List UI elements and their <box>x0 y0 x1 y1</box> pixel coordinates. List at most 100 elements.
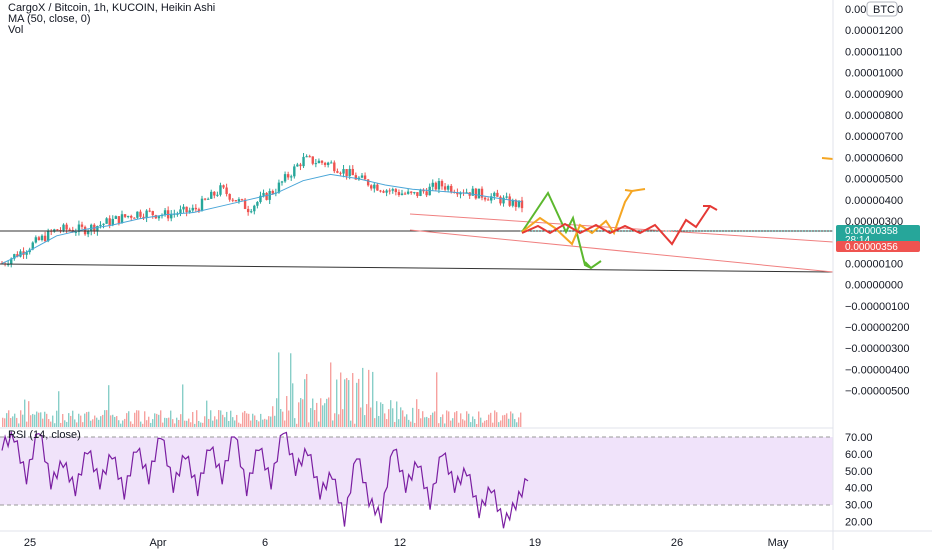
volume-bar <box>292 383 294 427</box>
candle <box>265 192 268 201</box>
candle <box>311 156 314 166</box>
candle <box>259 191 262 204</box>
volume-bar <box>28 401 30 427</box>
candle <box>160 213 164 219</box>
volume-bar <box>506 413 508 427</box>
volume-bar <box>284 420 286 427</box>
volume-bar <box>300 398 302 427</box>
volume-bar <box>334 413 336 427</box>
volume-bar <box>444 423 446 427</box>
candle <box>453 189 456 194</box>
candle <box>246 205 250 216</box>
volume-bar <box>114 416 116 427</box>
volume-bar <box>476 423 478 427</box>
candle <box>111 215 114 227</box>
volume-bar <box>348 380 350 427</box>
volume-bar <box>150 422 152 427</box>
volume-bar <box>238 422 240 427</box>
volume-bar <box>382 403 384 427</box>
volume-bar <box>410 421 412 427</box>
time-axis[interactable]: 25 Apr 6 12 19 26 May <box>0 530 932 549</box>
volume-bar <box>8 410 10 427</box>
volume-bar <box>226 411 228 427</box>
price-tick-label: 0.00001000 <box>845 68 903 80</box>
volume-bar <box>490 412 492 427</box>
volume-bar <box>472 416 474 427</box>
volume-bar <box>310 408 312 427</box>
volume-bar <box>234 420 236 427</box>
volume-bar <box>520 412 522 427</box>
volume-bar <box>286 396 288 427</box>
candle <box>197 207 201 213</box>
volume-bar <box>38 412 40 427</box>
green-projection-path <box>521 190 592 269</box>
candle <box>290 174 293 181</box>
volume-bar <box>324 403 326 427</box>
candle <box>133 217 136 219</box>
volume-bar <box>496 412 498 427</box>
candle <box>293 164 296 179</box>
volume-bar <box>170 410 172 427</box>
candle <box>234 199 238 202</box>
candle <box>206 197 210 200</box>
volume-bar <box>56 410 58 427</box>
volume-bar <box>110 415 112 427</box>
volume-bar <box>162 422 164 427</box>
candle <box>342 164 345 178</box>
price-tick-label: 0.00001100 <box>845 46 902 58</box>
volume-bar <box>332 420 334 427</box>
volume-bar <box>294 418 296 427</box>
volume-bar <box>274 415 276 427</box>
volume-bar <box>222 414 224 427</box>
volume-bar <box>130 421 132 427</box>
candle <box>166 206 170 222</box>
volume-bar <box>312 398 314 427</box>
volume-bar <box>346 377 348 427</box>
volume-bar <box>306 373 308 427</box>
candle <box>151 210 154 219</box>
volume-bar <box>390 400 392 427</box>
volume-bar <box>492 422 494 427</box>
volume-bar <box>512 413 514 427</box>
volume-bar <box>44 411 46 427</box>
volume-bar <box>112 414 114 427</box>
volume-legend[interactable]: Vol <box>8 24 24 36</box>
candle <box>253 204 256 215</box>
volume-bar <box>102 414 104 427</box>
orange-marker <box>821 157 834 160</box>
volume-bar <box>502 415 504 427</box>
volume-bar <box>488 414 490 427</box>
volume-bar <box>64 420 66 427</box>
red-arrow-head <box>703 205 718 211</box>
volume-bar <box>174 423 176 427</box>
rsi-axis[interactable]: 70.00 60.00 50.00 40.00 30.00 20.00 <box>0 427 873 529</box>
candle <box>90 223 93 236</box>
ma-price-value: 0.00000356 <box>845 242 898 253</box>
volume-bar <box>22 414 24 427</box>
ma-legend[interactable]: MA (50, close, 0) <box>8 13 91 25</box>
candle <box>351 165 354 176</box>
symbol-title[interactable]: CargoX / Bitcoin, 1h, KUCOIN, Heikin Ash… <box>8 2 216 14</box>
volume-bar <box>378 415 380 427</box>
volume-bar <box>254 415 256 427</box>
volume-bar <box>242 412 244 427</box>
volume-bars <box>2 352 522 427</box>
volume-bar <box>230 410 232 427</box>
rsi-tick-label: 40.00 <box>845 483 873 495</box>
last-price-value: 0.00000358 <box>845 226 898 237</box>
currency-badge[interactable]: BTC <box>866 1 898 17</box>
rsi-tick-label: 70.00 <box>845 432 873 444</box>
price-tick-label: 0.00001200 <box>845 25 903 37</box>
rsi-legend[interactable]: RSI (14, close) <box>8 429 81 441</box>
volume-bar <box>416 399 418 427</box>
volume-bar <box>18 423 20 427</box>
volume-bar <box>440 417 442 427</box>
volume-bar <box>494 410 496 427</box>
volume-bar <box>372 371 374 427</box>
volume-bar <box>220 410 222 427</box>
candle <box>179 205 182 217</box>
volume-bar <box>352 373 354 427</box>
volume-bar <box>322 405 324 427</box>
volume-bar <box>290 353 292 427</box>
